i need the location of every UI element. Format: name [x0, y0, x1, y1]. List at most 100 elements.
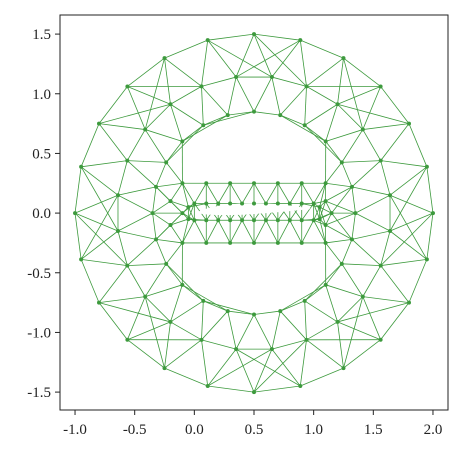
- mesh-edge: [254, 386, 300, 392]
- mesh-node: [300, 241, 304, 245]
- mesh-node: [388, 193, 392, 197]
- mesh-node: [276, 241, 280, 245]
- mesh-node: [168, 223, 172, 227]
- mesh-edge: [182, 285, 227, 311]
- mesh-node: [298, 384, 302, 388]
- mesh-edge: [118, 161, 127, 196]
- y-tick-label: -0.5: [27, 266, 51, 282]
- mesh-edge: [306, 58, 343, 86]
- mesh-node: [164, 262, 168, 266]
- mesh-edge: [352, 161, 381, 187]
- mesh-node: [336, 102, 340, 106]
- mesh-node: [204, 241, 208, 245]
- mesh-node: [278, 113, 282, 117]
- mesh-edge: [118, 231, 156, 239]
- mesh-edge: [208, 34, 254, 40]
- mesh-edge: [305, 125, 326, 141]
- mesh-node: [303, 299, 307, 303]
- mesh-edge: [145, 264, 166, 297]
- mesh-node: [388, 229, 392, 233]
- mesh-edge: [75, 213, 81, 259]
- mesh-node: [234, 347, 238, 351]
- mesh-edge: [280, 86, 306, 115]
- mesh-edge: [153, 201, 171, 213]
- mesh-edge: [75, 167, 81, 213]
- mesh-edge: [182, 183, 188, 207]
- mesh-edge: [326, 201, 356, 213]
- mesh-node: [252, 181, 256, 185]
- mesh-edge: [99, 124, 127, 161]
- mesh-edge: [300, 40, 306, 86]
- mesh-edge: [165, 58, 202, 86]
- mesh-edge: [326, 104, 338, 141]
- mesh-edge: [390, 167, 427, 231]
- mesh-node: [154, 185, 158, 189]
- mesh-edge: [182, 115, 227, 141]
- mesh-edge: [118, 195, 153, 213]
- mesh-node: [304, 84, 308, 88]
- mesh-edge: [228, 311, 236, 349]
- mesh-edge: [305, 86, 307, 125]
- mesh-edge: [254, 183, 266, 203]
- mesh-edge: [218, 183, 230, 203]
- mesh-edge: [127, 161, 156, 187]
- mesh-edge: [99, 297, 145, 303]
- mesh-edge: [99, 266, 127, 303]
- mesh-edge: [363, 130, 381, 161]
- mesh-edge: [236, 349, 254, 392]
- mesh-edge: [81, 167, 118, 195]
- mesh-node: [79, 165, 83, 169]
- mesh-edge: [230, 220, 242, 243]
- y-tick-label: -1.0: [27, 325, 51, 341]
- mesh-node: [276, 218, 280, 222]
- mesh-edge: [170, 183, 182, 201]
- mesh-edge: [81, 259, 127, 265]
- mesh-node: [252, 218, 256, 222]
- mesh-edge: [236, 349, 300, 386]
- mesh-edge: [81, 167, 118, 231]
- mesh-node: [361, 295, 365, 299]
- mesh-node: [300, 202, 304, 206]
- mesh-edge: [363, 124, 409, 130]
- mesh-node: [206, 384, 210, 388]
- y-tick-label: -1.5: [27, 385, 51, 401]
- mesh-edge: [228, 112, 254, 115]
- mesh-node: [240, 202, 244, 206]
- mesh-edge: [338, 322, 344, 368]
- mesh-edge: [302, 204, 314, 221]
- mesh-edge: [236, 40, 300, 77]
- mesh-edge: [236, 77, 254, 112]
- mesh-edge: [153, 213, 171, 225]
- mesh-edge: [165, 40, 208, 58]
- mesh-edge: [127, 58, 164, 86]
- mesh-node: [216, 218, 220, 222]
- mesh-edge: [81, 161, 127, 167]
- mesh-edge: [218, 220, 230, 243]
- mesh-node: [116, 229, 120, 233]
- mesh-node: [192, 202, 196, 206]
- mesh-edge: [266, 183, 278, 203]
- mesh-edge: [381, 259, 427, 265]
- mesh-edge: [326, 239, 352, 243]
- mesh-edge: [427, 167, 433, 213]
- mesh-edge: [145, 285, 182, 297]
- x-tick-label: -0.5: [123, 422, 147, 438]
- mesh-edge: [326, 285, 338, 322]
- mesh-edge: [228, 77, 236, 115]
- mesh-node: [379, 264, 383, 268]
- mesh-edge: [254, 349, 272, 392]
- mesh-node: [276, 181, 280, 185]
- mesh-node: [216, 202, 220, 206]
- mesh-node: [186, 205, 190, 209]
- mesh-edge: [343, 297, 362, 368]
- x-tick-label: 0.0: [185, 422, 204, 438]
- mesh-edge: [127, 340, 164, 368]
- mesh-node: [163, 56, 167, 60]
- mesh-edge: [338, 58, 344, 104]
- mesh-edge: [343, 58, 380, 86]
- mesh-edge: [242, 183, 254, 203]
- mesh-edge: [145, 58, 164, 129]
- mesh-edge: [254, 34, 300, 40]
- mesh-edge: [272, 349, 300, 386]
